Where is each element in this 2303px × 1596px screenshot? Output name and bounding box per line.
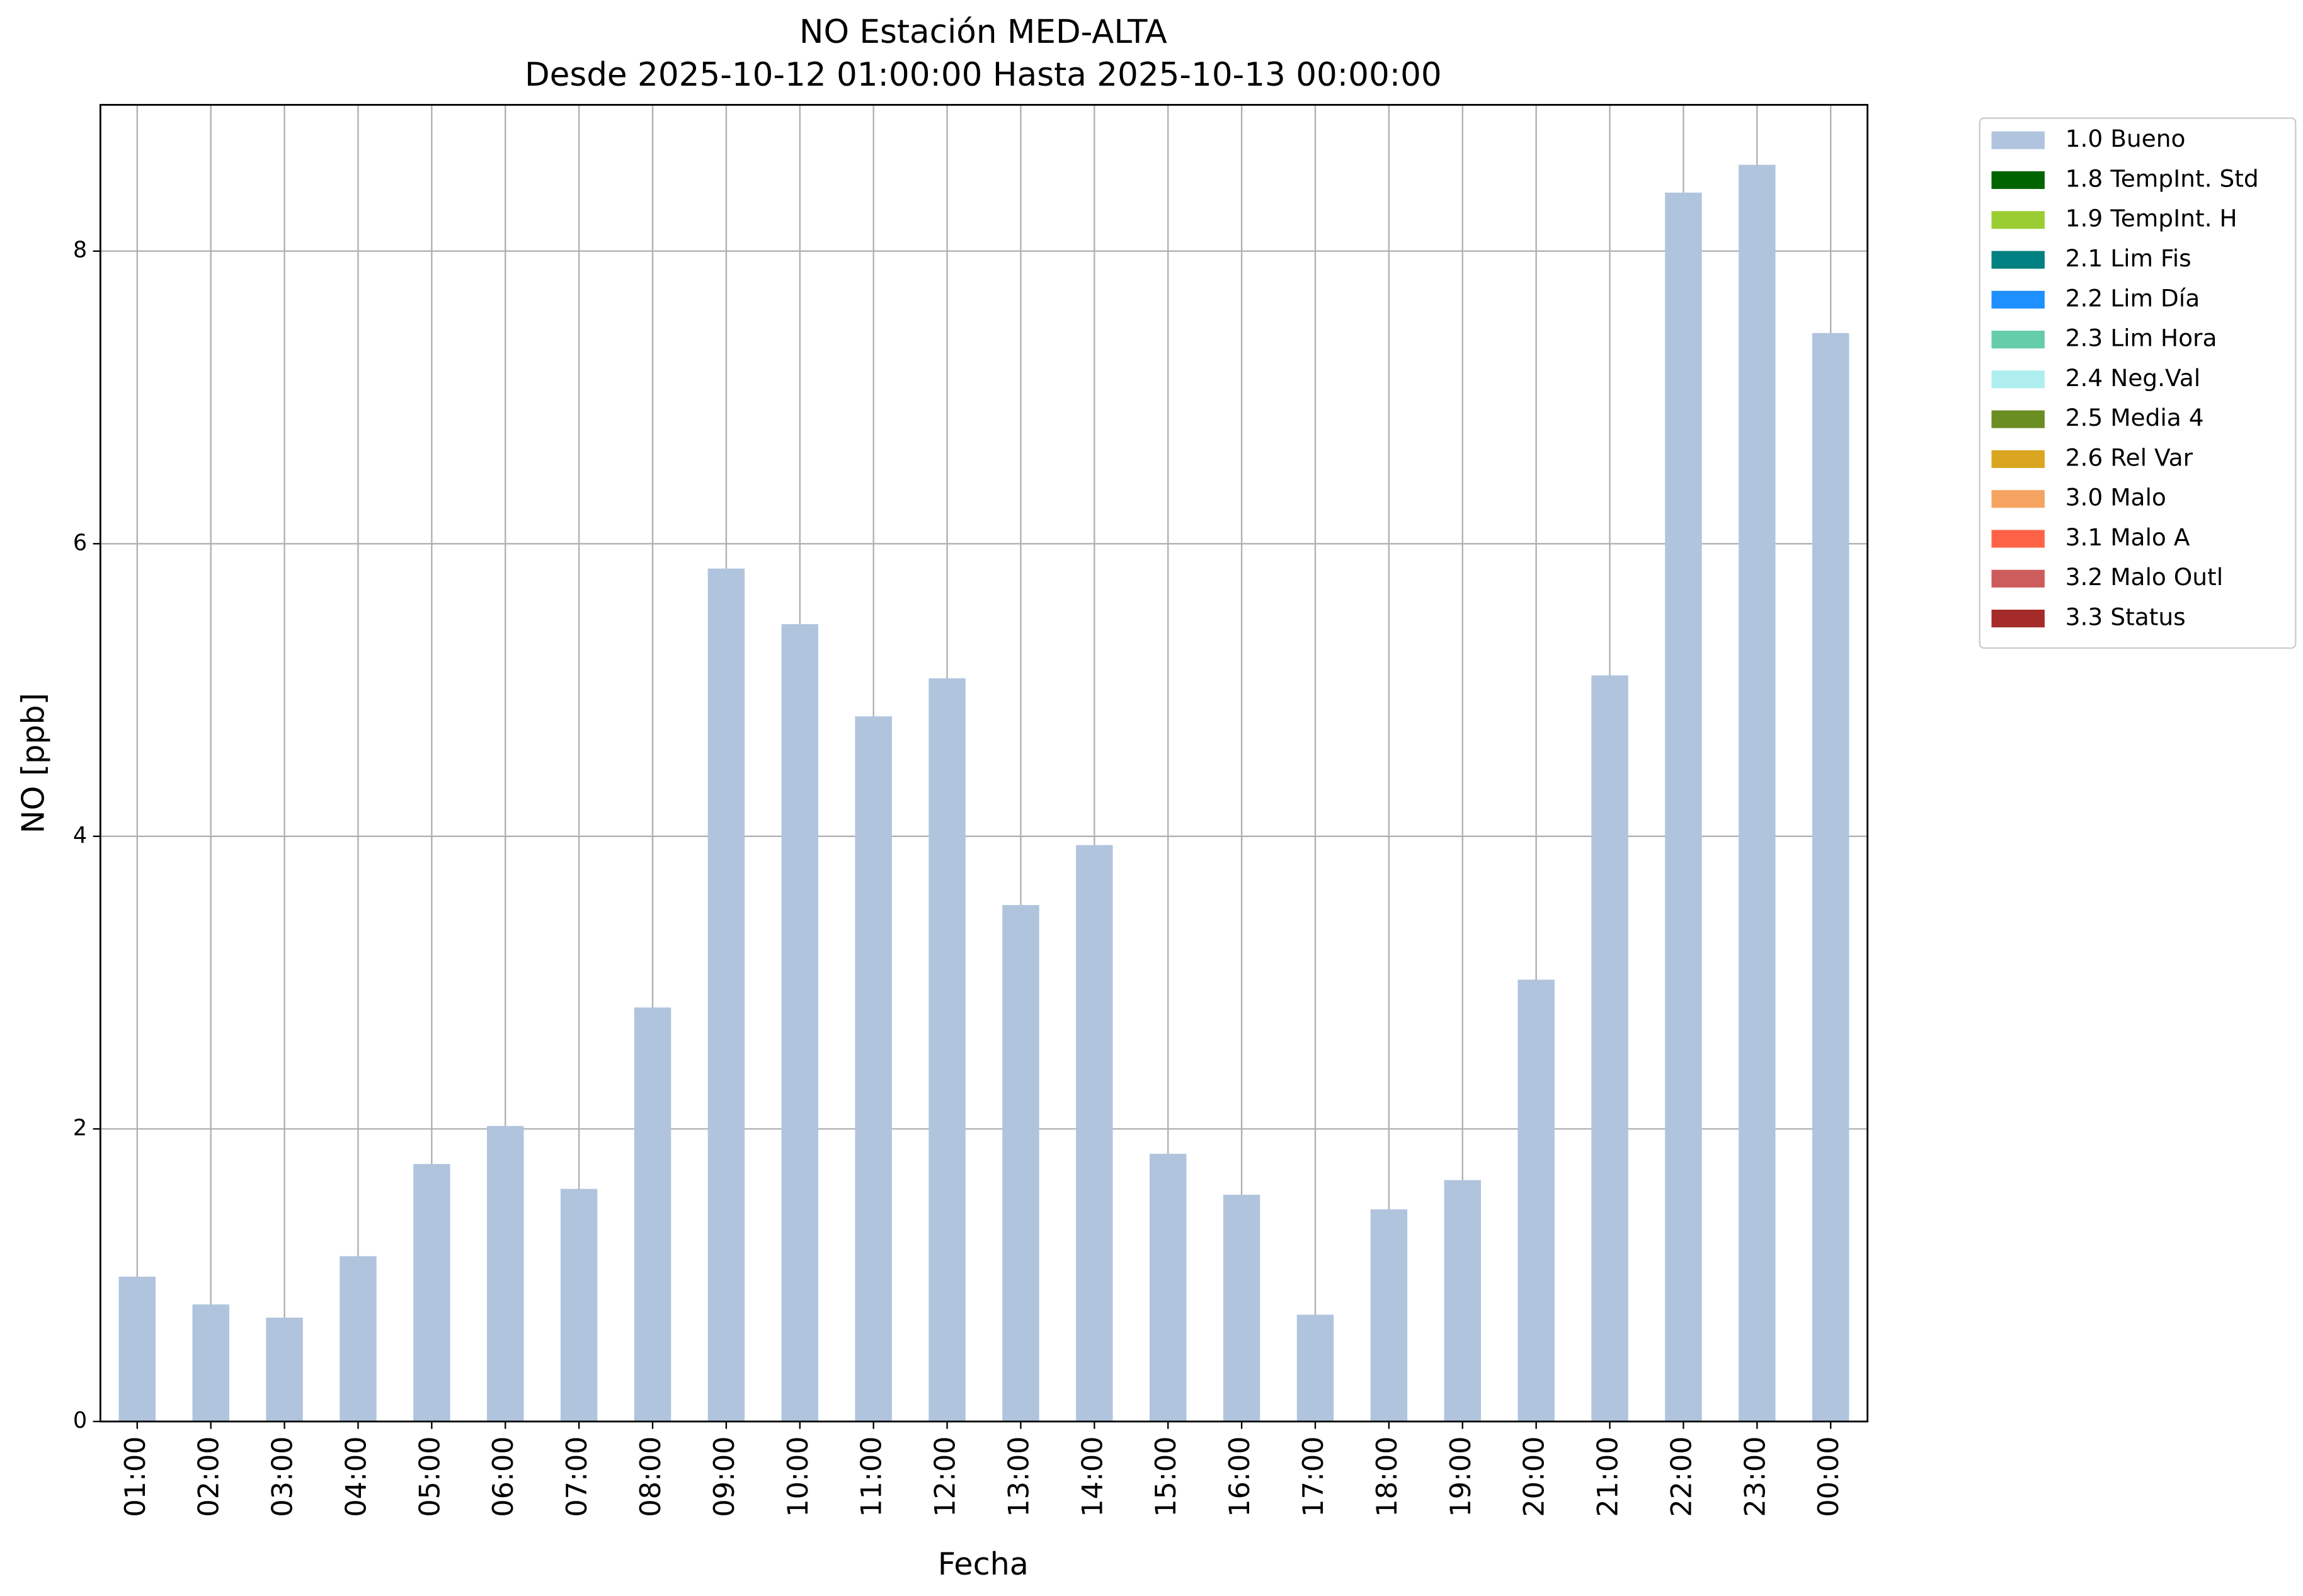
bar: [1517, 979, 1555, 1422]
y-tick-label: 8: [73, 237, 87, 263]
x-tick-label: 19:00: [1445, 1436, 1477, 1517]
x-tick-label: 07:00: [561, 1436, 593, 1517]
bar: [707, 568, 745, 1422]
x-tick-label: 05:00: [414, 1436, 446, 1517]
bar: [1739, 164, 1776, 1422]
x-tick-label: 20:00: [1519, 1436, 1551, 1517]
legend-label: 2.1 Lim Fis: [2066, 244, 2192, 272]
legend-label: 1.9 TempInt. H: [2066, 205, 2237, 232]
x-tick-label: 14:00: [1077, 1436, 1109, 1517]
y-tick-label: 4: [73, 823, 87, 848]
x-tick-label: 03:00: [267, 1436, 299, 1517]
legend-swatch: [1991, 410, 2045, 428]
legend-box: [1979, 117, 2297, 649]
x-tick-label: 15:00: [1150, 1436, 1182, 1517]
x-tick-label: 22:00: [1666, 1436, 1698, 1517]
bar: [1370, 1209, 1408, 1422]
x-tick-label: 06:00: [488, 1436, 520, 1517]
bar: [1149, 1153, 1187, 1422]
legend-label: 3.2 Malo Outl: [2066, 563, 2223, 591]
bar: [266, 1318, 303, 1422]
legend-label: 1.8 TempInt. Std: [2066, 164, 2259, 192]
legend-label: 1.0 Bueno: [2066, 125, 2186, 152]
legend-label: 2.2 Lim Día: [2066, 284, 2200, 312]
plot-frame: [99, 104, 1869, 1423]
x-tick-label: 18:00: [1371, 1436, 1403, 1517]
x-tick-label: 17:00: [1298, 1436, 1330, 1517]
x-tick-label: 09:00: [709, 1436, 741, 1517]
legend-label: 3.0 Malo: [2066, 484, 2166, 511]
bar: [1444, 1180, 1481, 1422]
x-tick-label: 12:00: [930, 1436, 962, 1517]
bar: [192, 1304, 229, 1422]
x-tick-label: 10:00: [782, 1436, 814, 1517]
bar: [1812, 333, 1849, 1422]
y-tick-label: 6: [73, 530, 87, 556]
legend-swatch: [1991, 211, 2045, 229]
x-tick-label: 04:00: [340, 1436, 372, 1517]
x-tick-label: 13:00: [1003, 1436, 1035, 1517]
legend-swatch: [1991, 370, 2045, 389]
legend-swatch: [1991, 609, 2045, 628]
bar: [929, 678, 966, 1422]
x-tick-label: 01:00: [120, 1436, 152, 1517]
x-tick-label: 11:00: [856, 1436, 888, 1517]
bar: [634, 1007, 671, 1422]
legend-label: 3.1 Malo A: [2066, 523, 2190, 551]
x-tick-label: 08:00: [635, 1436, 667, 1517]
x-tick-label: 23:00: [1739, 1436, 1771, 1517]
bar: [1591, 675, 1628, 1422]
bar: [1002, 904, 1039, 1422]
bar: [487, 1126, 524, 1422]
bar: [1296, 1314, 1334, 1422]
legend-label: 3.3 Status: [2066, 603, 2186, 631]
legend-swatch: [1991, 251, 2045, 269]
bar: [413, 1164, 450, 1422]
legend-swatch: [1991, 171, 2045, 190]
bar: [118, 1276, 156, 1422]
y-axis-label: NO [ppb]: [15, 693, 52, 833]
chart-title: NO Estación MED-ALTA: [799, 13, 1167, 51]
bar: [855, 716, 892, 1422]
x-axis-label: Fecha: [938, 1546, 1029, 1582]
legend-swatch: [1991, 569, 2045, 588]
y-tick-label: 0: [73, 1408, 87, 1434]
chart-subtitle: Desde 2025-10-12 01:00:00 Hasta 2025-10-…: [525, 56, 1442, 94]
legend-label: 2.6 Rel Var: [2066, 443, 2193, 471]
x-tick-label: 16:00: [1224, 1436, 1256, 1517]
bar: [1223, 1194, 1260, 1422]
legend-label: 2.5 Media 4: [2066, 404, 2204, 431]
legend-label: 2.4 Neg.Val: [2066, 364, 2200, 392]
legend-swatch: [1991, 450, 2045, 468]
legend-swatch: [1991, 290, 2045, 309]
y-tick-label: 2: [73, 1115, 87, 1141]
legend-swatch: [1991, 131, 2045, 149]
bar: [781, 624, 819, 1422]
x-tick-label: 02:00: [193, 1436, 226, 1517]
legend-swatch: [1991, 530, 2045, 548]
bar: [560, 1188, 598, 1422]
x-tick-label: 00:00: [1813, 1436, 1845, 1517]
bar: [1665, 192, 1702, 1422]
bar: [1076, 845, 1113, 1422]
legend-label: 2.3 Lim Hora: [2066, 324, 2217, 352]
x-tick-label: 21:00: [1592, 1436, 1625, 1517]
bar: [340, 1256, 377, 1422]
legend-swatch: [1991, 490, 2045, 508]
legend-swatch: [1991, 331, 2045, 349]
